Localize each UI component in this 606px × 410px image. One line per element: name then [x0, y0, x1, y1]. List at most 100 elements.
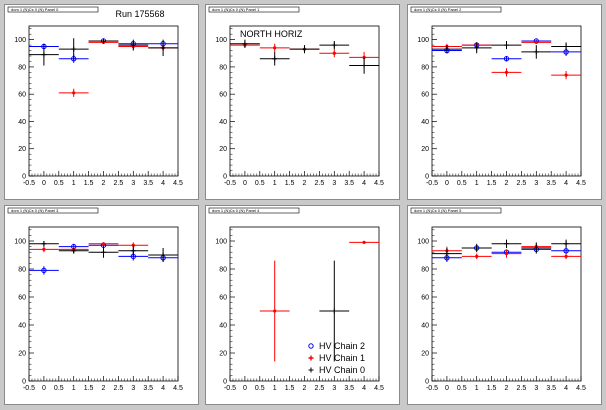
x-tick-label: 1.5: [487, 385, 497, 392]
data-point: [331, 42, 337, 48]
data-point: [474, 45, 480, 51]
y-tick-label: 40: [18, 323, 26, 330]
y-tick-label: 20: [18, 146, 26, 153]
data-point: [533, 49, 539, 55]
x-tick-label: 1: [475, 385, 479, 392]
data-point: [362, 240, 366, 244]
y-tick-label: 80: [219, 267, 227, 274]
data-point: [504, 42, 509, 48]
y-tick-label: 100: [417, 239, 429, 246]
y-tick-label: 40: [421, 119, 429, 126]
x-tick-label: 2.5: [114, 385, 124, 392]
y-tick-label: 100: [14, 37, 26, 44]
data-point: [563, 43, 569, 49]
legend-label: HV Chain 2: [319, 341, 365, 351]
x-tick-label: 4: [161, 180, 165, 187]
x-tick-label: 3: [534, 180, 538, 187]
x-tick-label: 0: [243, 180, 247, 187]
data-point: [503, 56, 510, 62]
plot-svg-1: dom 1 (N)Cs 0 (N) Panel 1-0.5 0 0.5 1 1.5 2 2.…: [208, 6, 384, 187]
x-tick-label: 4.5: [173, 180, 183, 187]
data-point: [504, 252, 509, 256]
y-tick-label: 80: [421, 267, 429, 274]
data-point: [71, 248, 77, 254]
x-tick-label: 2.5: [114, 180, 124, 187]
x-tick-label: 1.5: [84, 385, 94, 392]
x-tick-label: 1.5: [84, 180, 94, 187]
y-tick-label: 20: [18, 351, 26, 358]
x-tick-label: 3: [332, 385, 336, 392]
data-point: [444, 46, 450, 52]
x-tick-label: 3.5: [546, 180, 556, 187]
pad-label: dom 1 (N)Cs 0 (N) Panel 5: [414, 208, 462, 213]
x-tick-label: 3.5: [143, 180, 153, 187]
data-point: [273, 46, 277, 50]
pad-label-box: [410, 207, 502, 214]
pad-label-box: [410, 6, 502, 13]
x-tick-label: 2: [505, 180, 509, 187]
x-tick-label: 4.5: [173, 385, 183, 392]
x-tick-label: 3: [332, 180, 336, 187]
y-tick-label: 100: [215, 239, 227, 246]
x-tick-label: 0.5: [255, 180, 265, 187]
plot-pad-3: dom 1 (N)Cs 0 (N) Panel 3 -0.5 0 0.5 1 1.5 2 2.…: [4, 205, 199, 405]
x-tick-label: 1.5: [285, 385, 295, 392]
data-point: [242, 41, 248, 47]
data-point: [474, 245, 480, 251]
x-tick-label: 1: [273, 385, 277, 392]
x-tick-label: 0: [445, 385, 449, 392]
x-tick-label: 3: [131, 385, 135, 392]
x-tick-label: 0: [243, 385, 247, 392]
y-tick-label: 20: [421, 351, 429, 358]
data-point: [331, 308, 337, 314]
x-tick-label: 0.5: [457, 180, 467, 187]
y-tick-label: 100: [215, 37, 227, 44]
y-tick-label: 60: [421, 92, 429, 99]
y-tick-label: 80: [421, 64, 429, 71]
legend-label: HV Chain 0: [319, 365, 365, 375]
data-point: [444, 251, 450, 257]
x-tick-label: 4: [362, 385, 366, 392]
data-point: [302, 46, 307, 52]
x-tick-label: 3.5: [143, 385, 153, 392]
x-tick-label: 2: [505, 385, 509, 392]
data-point: [564, 73, 568, 77]
y-tick-label: 0: [425, 174, 429, 181]
x-tick-label: 4.5: [374, 180, 384, 187]
x-tick-label: 2: [102, 385, 106, 392]
data-point: [101, 242, 106, 246]
plot-svg-0: dom 1 (N)Cs 0 (N) Panel 0-0.5 0 0.5 1 1.5 2 2.…: [7, 6, 183, 187]
x-tick-label: -0.5: [426, 180, 438, 187]
x-tick-label: 1: [273, 180, 277, 187]
y-tick-label: 0: [22, 174, 26, 181]
x-tick-label: 4: [564, 385, 568, 392]
x-tick-label: 0.5: [54, 180, 64, 187]
data-point: [332, 51, 336, 55]
plot-pad-5: dom 1 (N)Cs 0 (N) Panel 5 -0.5 0 0.5 1 1.5 2 2.…: [407, 205, 602, 405]
y-tick-label: 80: [18, 64, 26, 71]
data-point: [71, 46, 77, 52]
pad-label-box: [7, 6, 99, 13]
x-tick-label: 1: [475, 180, 479, 187]
x-tick-label: 0.5: [255, 385, 265, 392]
plot-svg-5: dom 1 (N)Cs 0 (N) Panel 5-0.5 0 0.5 1 1.5 2 2.…: [410, 207, 586, 392]
data-point: [160, 45, 166, 51]
x-tick-label: -0.5: [23, 385, 35, 392]
x-tick-label: 0.5: [457, 385, 467, 392]
x-tick-label: 2.5: [517, 180, 527, 187]
y-tick-label: 0: [22, 379, 26, 386]
x-tick-label: 3: [534, 385, 538, 392]
pad-label: dom 1 (N)Cs 0 (N) Panel 2: [414, 7, 462, 12]
y-tick-label: 100: [417, 37, 429, 44]
y-tick-label: 60: [219, 295, 227, 302]
legend-marker: [308, 355, 314, 361]
y-tick-label: 60: [18, 92, 26, 99]
data-point: [564, 254, 568, 258]
x-tick-label: 4: [362, 180, 366, 187]
pad-label-box: [7, 207, 99, 214]
x-tick-label: 4: [161, 385, 165, 392]
y-tick-label: 100: [14, 239, 26, 246]
y-tick-label: 20: [421, 146, 429, 153]
x-tick-label: 2: [102, 180, 106, 187]
y-tick-label: 20: [219, 146, 227, 153]
